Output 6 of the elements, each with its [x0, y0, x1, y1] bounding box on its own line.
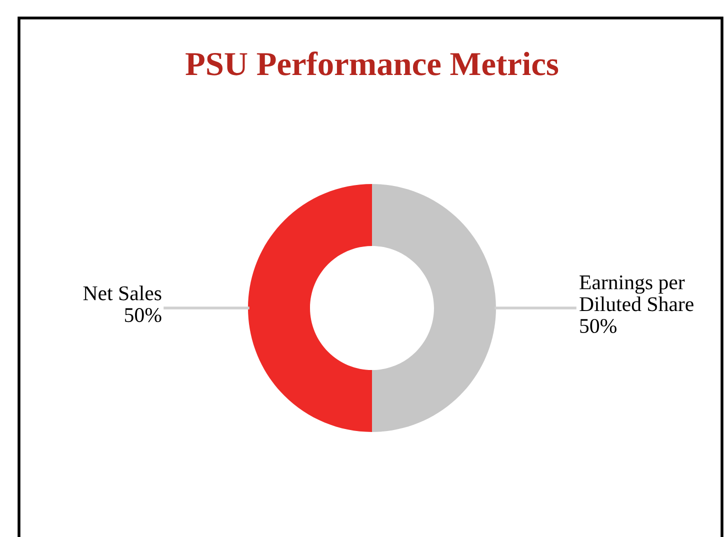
- slice-label: Earnings per Diluted Share: [580, 275, 694, 312]
- chart-title: PSU Performance Metrics: [186, 52, 558, 76]
- donut-slice: [248, 184, 372, 432]
- data-label: 50%: [125, 308, 162, 322]
- slice-label: Net Sales: [83, 286, 162, 300]
- data-label: 50%: [580, 318, 616, 334]
